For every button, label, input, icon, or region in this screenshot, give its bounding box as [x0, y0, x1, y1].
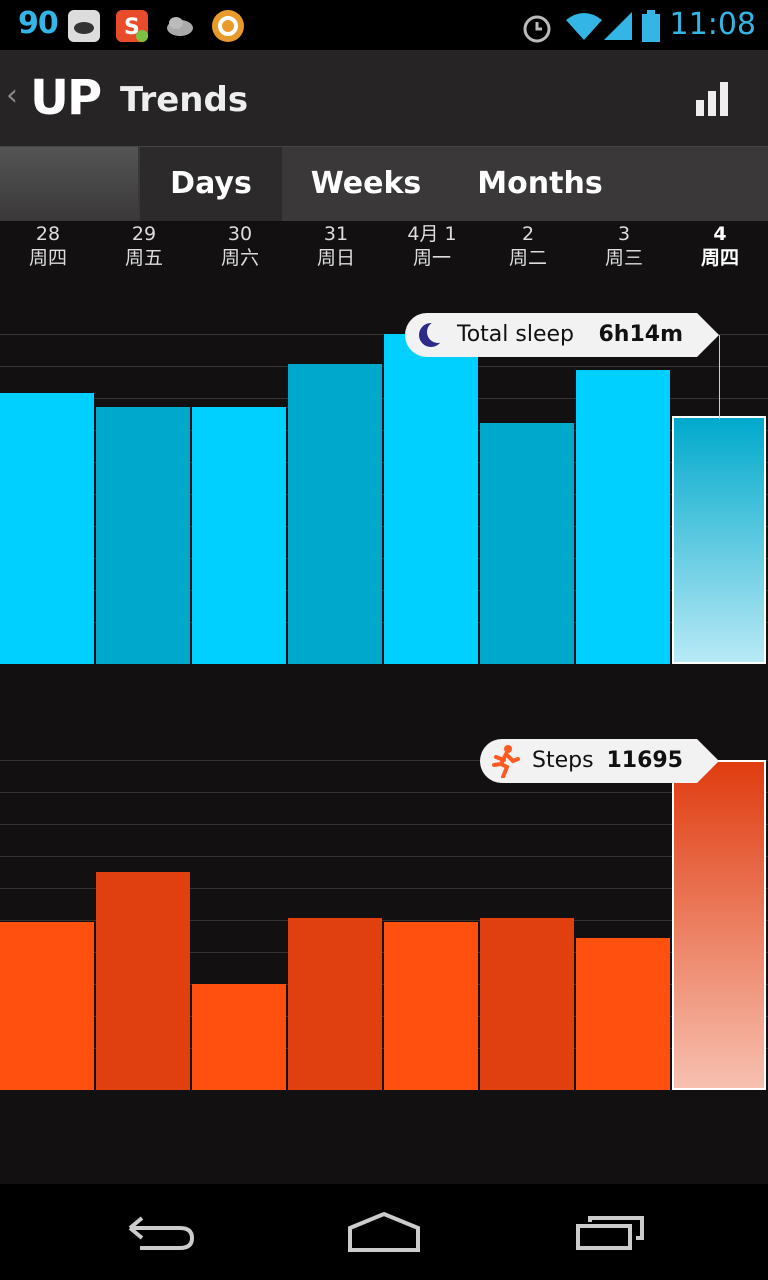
day-label[interactable]: 3 周三 [576, 222, 672, 270]
period-tabs: Days Weeks Months [0, 146, 768, 221]
day-weekday: 周四 [700, 247, 739, 269]
signal-icon [602, 10, 634, 42]
day-weekday: 周五 [124, 247, 163, 269]
clock: 11:08 [669, 7, 756, 42]
steps-bar[interactable] [480, 918, 574, 1090]
wifi-icon [564, 10, 604, 42]
alarm-icon [520, 10, 552, 43]
home-nav-icon[interactable] [334, 1204, 434, 1260]
day-label[interactable]: 2 周二 [480, 222, 576, 270]
day-label[interactable]: 31 周日 [288, 222, 384, 270]
back-icon[interactable]: ‹ [6, 78, 18, 113]
day-label[interactable]: 30 周六 [192, 222, 288, 270]
app-logo[interactable]: UP [30, 70, 102, 126]
day-weekday: 周二 [508, 247, 547, 269]
recent-apps-nav-icon[interactable] [560, 1204, 660, 1260]
sleep-tooltip-label: Total sleep [457, 322, 574, 347]
steps-tooltip-label: Steps [532, 748, 594, 773]
sleep-tooltip-value: 6h14m [598, 322, 683, 347]
svg-text:S: S [124, 15, 140, 40]
day-date: 28 [35, 223, 61, 245]
day-weekday: 周四 [28, 247, 67, 269]
day-date: 3 [617, 223, 631, 245]
steps-gridline [0, 888, 768, 889]
sleep-bar[interactable] [0, 393, 94, 664]
day-label[interactable]: 29 周五 [96, 222, 192, 270]
amazon-icon [212, 10, 244, 42]
battery-icon [640, 10, 662, 42]
back-nav-icon[interactable] [110, 1204, 210, 1260]
sleep-bar[interactable] [672, 416, 766, 664]
steps-gridline [0, 760, 768, 761]
tab-weeks[interactable]: Weeks [310, 166, 422, 201]
steps-bar[interactable] [96, 872, 190, 1090]
steps-bar[interactable] [288, 918, 382, 1090]
sleep-bar[interactable] [192, 407, 286, 664]
steps-gridline [0, 920, 768, 921]
steps-bar[interactable] [0, 922, 94, 1090]
steps-tooltip[interactable]: Steps 11695 [480, 739, 719, 783]
sleep-bar[interactable] [576, 370, 670, 664]
day-date: 4月 1 [407, 223, 457, 245]
sleep-tooltip[interactable]: Total sleep 6h14m [405, 313, 719, 357]
runner-icon [490, 744, 520, 794]
sleep-bar[interactable] [480, 423, 574, 664]
day-label[interactable]: 28 周四 [0, 222, 96, 270]
day-date: 2 [521, 223, 535, 245]
tab-days[interactable]: Days [140, 147, 282, 221]
day-weekday: 周日 [316, 247, 355, 269]
day-weekday: 周三 [604, 247, 643, 269]
tabs-left-spacer [0, 147, 138, 221]
s-app-icon: S [116, 10, 148, 42]
steps-tooltip-value: 11695 [606, 748, 683, 773]
sleep-connector [719, 335, 720, 419]
day-date: 4 [713, 223, 727, 245]
steps-gridline [0, 856, 768, 857]
steps-bar[interactable] [384, 922, 478, 1090]
steps-bar[interactable] [576, 938, 670, 1090]
day-date: 29 [131, 223, 157, 245]
steps-gridline [0, 824, 768, 825]
day-date: 31 [323, 223, 349, 245]
day-weekday: 周六 [220, 247, 259, 269]
day-date: 30 [227, 223, 253, 245]
status-bar: 90 S 11:08 [0, 0, 768, 50]
day-weekday: 周一 [412, 247, 451, 269]
day-label[interactable]: 4月 1 周一 [384, 222, 480, 270]
action-bar: ‹ UP Trends [0, 50, 768, 146]
steps-bar[interactable] [672, 760, 766, 1090]
page-title: Trends [120, 80, 249, 120]
sleep-bar[interactable] [384, 334, 478, 664]
status-number: 90 [18, 6, 59, 41]
steps-gridline [0, 792, 768, 793]
pea-pod-app-icon [68, 10, 100, 42]
sleep-bar[interactable] [96, 407, 190, 664]
steps-bar[interactable] [192, 984, 286, 1090]
bar-chart-icon[interactable] [696, 82, 728, 116]
day-label[interactable]: 4 周四 [672, 222, 768, 270]
tab-months[interactable]: Months [477, 166, 603, 201]
moon-icon [417, 319, 449, 367]
navigation-bar [0, 1184, 768, 1280]
sleep-bar[interactable] [288, 364, 382, 664]
cloud-icon [164, 10, 196, 42]
